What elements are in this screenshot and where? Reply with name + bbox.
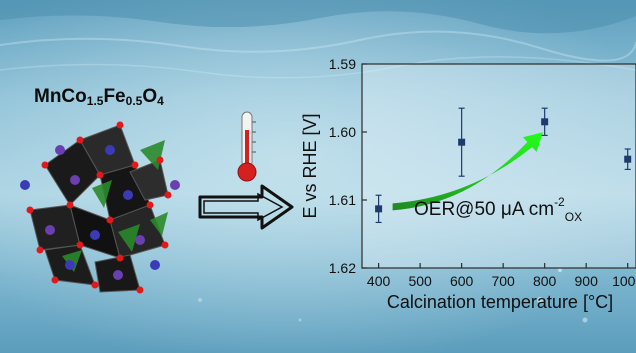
x-tick-label: 900: [575, 273, 599, 289]
y-tick-label: 1.59: [329, 56, 356, 72]
trend-arrow: [392, 132, 543, 211]
octahedra-cluster: [29, 124, 169, 293]
x-axis: 400 500 600 700 800 900 1000: [367, 263, 636, 289]
oxygen-atoms: [26, 121, 172, 294]
annotation-superscript: -2: [554, 195, 565, 209]
plot-area: [361, 63, 636, 269]
y-tick-label: 1.60: [329, 124, 356, 140]
annotation-subscript: OX: [565, 210, 582, 224]
data-point: [458, 107, 466, 177]
formula-fe: Fe: [103, 86, 126, 107]
formula-o-subscript: 4: [157, 94, 164, 108]
formula-mn-co: MnCo: [34, 86, 87, 107]
x-tick-label: 1000: [612, 273, 636, 289]
x-tick-label: 500: [408, 273, 432, 289]
data-points: [375, 107, 632, 224]
x-axis-label: Calcination temperature [°C]: [387, 292, 613, 312]
annotation-text: OER@50 μA cm: [414, 199, 554, 220]
data-point: [541, 107, 549, 136]
metal-atoms: [20, 145, 180, 280]
data-point: [375, 194, 383, 224]
formula-o: O: [142, 86, 158, 107]
oer-annotation: OER@50 μA cm-2OX: [414, 195, 582, 224]
formula-co-subscript: 1.5: [86, 94, 104, 108]
y-tick-label: 1.61: [329, 192, 356, 208]
x-tick-label: 400: [367, 273, 391, 289]
data-point: [624, 148, 632, 170]
formula-fe-subscript: 0.5: [125, 94, 143, 108]
thermometer-icon: [237, 111, 257, 182]
x-tick-label: 800: [533, 273, 557, 289]
x-tick-label: 600: [450, 273, 474, 289]
chemical-formula: MnCo1.5Fe0.5O4: [34, 86, 164, 108]
right-arrow-icon: [198, 184, 294, 230]
y-axis-label: E vs RHE [V]: [300, 113, 320, 218]
y-axis: 1.59 1.60 1.61 1.62: [329, 56, 367, 276]
y-tick-label: 1.62: [329, 260, 356, 276]
x-tick-label: 700: [491, 273, 515, 289]
